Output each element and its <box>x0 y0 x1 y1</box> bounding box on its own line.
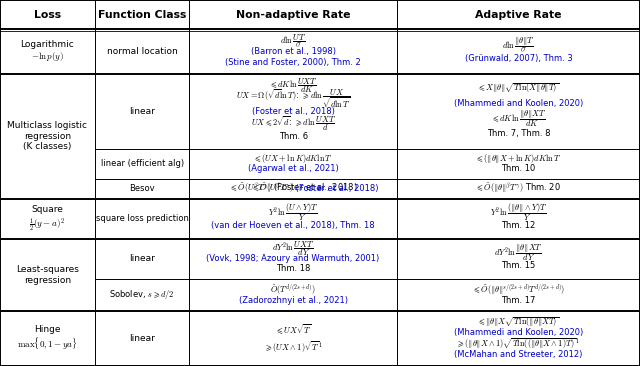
Text: Sobolev, $s\geqslant d/2$: Sobolev, $s\geqslant d/2$ <box>109 288 175 302</box>
Text: $\tilde{O}(T^{d/(2s+d)})$: $\tilde{O}(T^{d/(2s+d)})$ <box>270 283 316 297</box>
Text: $Y^2\ln\dfrac{(\|\theta\|\wedge Y)T}{Y}$: $Y^2\ln\dfrac{(\|\theta\|\wedge Y)T}{Y}$ <box>490 201 547 223</box>
Text: Hinge
$\max\{0, 1-ya\}$: Hinge $\max\{0, 1-ya\}$ <box>17 325 77 352</box>
Text: $\leqslant\tilde{O}(\|\theta\|^{\beta}T^{\gamma})$ Thm. 20: $\leqslant\tilde{O}(\|\theta\|^{\beta}T^… <box>476 182 561 196</box>
Text: $\leqslant UX\sqrt{T}$: $\leqslant UX\sqrt{T}$ <box>275 322 311 336</box>
Text: $\leqslant\tilde{O}(\|\theta\|^{s/(2s+d)}T^{d/(2s+d)})$: $\leqslant\tilde{O}(\|\theta\|^{s/(2s+d)… <box>472 283 565 297</box>
Text: (Barron et al., 1998): (Barron et al., 1998) <box>251 47 335 56</box>
Text: (Mhammedi and Koolen, 2020): (Mhammedi and Koolen, 2020) <box>454 328 583 337</box>
Text: $UX\leqslant 2\sqrt{d}$: $\geqslant d\ln\dfrac{UXT}{d}$: $UX\leqslant 2\sqrt{d}$: $\geqslant d\ln… <box>251 115 335 133</box>
Text: Logarithmic
$-\ln p(y)$: Logarithmic $-\ln p(y)$ <box>20 40 74 63</box>
Text: $dY^2\ln\dfrac{\|\theta\|XT}{dY}$: $dY^2\ln\dfrac{\|\theta\|XT}{dY}$ <box>494 242 543 263</box>
Text: Square
$\frac{1}{2}(y-a)^2$: Square $\frac{1}{2}(y-a)^2$ <box>29 205 65 233</box>
Text: (Zadorozhnyi et al., 2021): (Zadorozhnyi et al., 2021) <box>239 296 348 305</box>
Text: (Vovk, 1998; Azoury and Warmuth, 2001): (Vovk, 1998; Azoury and Warmuth, 2001) <box>207 254 380 264</box>
Text: linear (efficient alg): linear (efficient alg) <box>100 159 184 168</box>
Text: Loss: Loss <box>34 10 61 20</box>
Text: (Grünwald, 2007), Thm. 3: (Grünwald, 2007), Thm. 3 <box>465 54 572 63</box>
Text: $\geqslant (UX\wedge 1)\sqrt{T}^{\,1}$: $\geqslant (UX\wedge 1)\sqrt{T}^{\,1}$ <box>264 340 323 355</box>
Text: Thm. 6: Thm. 6 <box>278 132 308 141</box>
Text: $Y^2\ln\dfrac{(U\wedge Y)T}{Y}$: $Y^2\ln\dfrac{(U\wedge Y)T}{Y}$ <box>268 201 319 223</box>
Text: $\leqslant (\|\theta\|X+\ln K)dK\ln T$: $\leqslant (\|\theta\|X+\ln K)dK\ln T$ <box>475 152 562 165</box>
Text: $\leqslant (UX+\ln K)dK\ln T$: $\leqslant (UX+\ln K)dK\ln T$ <box>253 152 333 165</box>
Text: $\leqslant\|\theta\|X\sqrt{T\ln(\|\theta\|XT)}$: $\leqslant\|\theta\|X\sqrt{T\ln(\|\theta… <box>477 315 559 329</box>
Text: linear: linear <box>129 334 155 343</box>
Text: (Foster et al., 2018): (Foster et al., 2018) <box>252 107 335 116</box>
Text: Multiclass logistic
regression
(K classes): Multiclass logistic regression (K classe… <box>8 121 87 151</box>
Text: $\leqslant dK\ln\dfrac{UXT}{dK}$: $\leqslant dK\ln\dfrac{UXT}{dK}$ <box>269 77 317 96</box>
Text: normal location: normal location <box>107 47 177 56</box>
Text: Besov: Besov <box>129 184 155 193</box>
Text: Thm. 15: Thm. 15 <box>501 261 536 270</box>
Text: (van der Hoeven et al., 2018), Thm. 18: (van der Hoeven et al., 2018), Thm. 18 <box>211 221 375 230</box>
Text: (Foster et al., 2018): (Foster et al., 2018) <box>293 184 379 193</box>
Text: $d\ln\dfrac{UT}{\sigma}$: $d\ln\dfrac{UT}{\sigma}$ <box>280 32 306 49</box>
Text: $UX=\Omega(\sqrt{d}\ln T)$: $\geqslant d\ln\dfrac{UX}{\sqrt{d\ln T}}$: $UX=\Omega(\sqrt{d}\ln T)$: $\geqslant d… <box>236 87 351 110</box>
Text: $\leqslant dK\ln\dfrac{\|\theta\|XT}{dK}$: $\leqslant dK\ln\dfrac{\|\theta\|XT}{dK}… <box>491 109 546 129</box>
Text: (Agarwal et al., 2021): (Agarwal et al., 2021) <box>248 164 339 173</box>
Text: (Stine and Foster, 2000), Thm. 2: (Stine and Foster, 2000), Thm. 2 <box>225 58 361 67</box>
Text: linear: linear <box>129 107 155 116</box>
Text: Adaptive Rate: Adaptive Rate <box>475 10 562 20</box>
Text: (McMahan and Streeter, 2012): (McMahan and Streeter, 2012) <box>454 351 582 359</box>
Text: $\geqslant(\|\theta\|X\wedge 1)\sqrt{T\ln((\|\theta\|X\wedge 1)T)}^{\,1}$: $\geqslant(\|\theta\|X\wedge 1)\sqrt{T\l… <box>456 336 580 351</box>
Text: $\leqslant\tilde{O}(U^{\beta}T^{\gamma})$: $\leqslant\tilde{O}(U^{\beta}T^{\gamma})… <box>250 182 293 196</box>
Text: Thm. 7, Thm. 8: Thm. 7, Thm. 8 <box>486 130 550 138</box>
Text: $\leqslant\tilde{O}(U^{\beta}T^{\gamma})$ (Foster et al., 2018): $\leqslant\tilde{O}(U^{\beta}T^{\gamma})… <box>229 182 357 196</box>
Text: Thm. 18: Thm. 18 <box>276 265 310 273</box>
Text: (Mhammedi and Koolen, 2020): (Mhammedi and Koolen, 2020) <box>454 99 583 108</box>
Text: Least-squares
regression: Least-squares regression <box>16 265 79 285</box>
Text: square loss prediction: square loss prediction <box>95 214 189 224</box>
Text: Function Class: Function Class <box>98 10 186 20</box>
Text: Thm. 17: Thm. 17 <box>501 296 536 305</box>
Text: linear: linear <box>129 254 155 264</box>
Text: $dY^2\ln\dfrac{UXT}{dY}$: $dY^2\ln\dfrac{UXT}{dY}$ <box>272 240 314 258</box>
Text: $d\ln\dfrac{\|\theta\|T}{\sigma}$: $d\ln\dfrac{\|\theta\|T}{\sigma}$ <box>502 35 535 53</box>
Text: Thm. 12: Thm. 12 <box>501 221 536 230</box>
Text: Thm. 10: Thm. 10 <box>501 164 536 173</box>
Text: Non-adaptive Rate: Non-adaptive Rate <box>236 10 350 20</box>
Text: $\leqslant X\|\theta\|\sqrt{T\ln(X\|\theta\|T)}$: $\leqslant X\|\theta\|\sqrt{T\ln(X\|\the… <box>477 82 559 96</box>
